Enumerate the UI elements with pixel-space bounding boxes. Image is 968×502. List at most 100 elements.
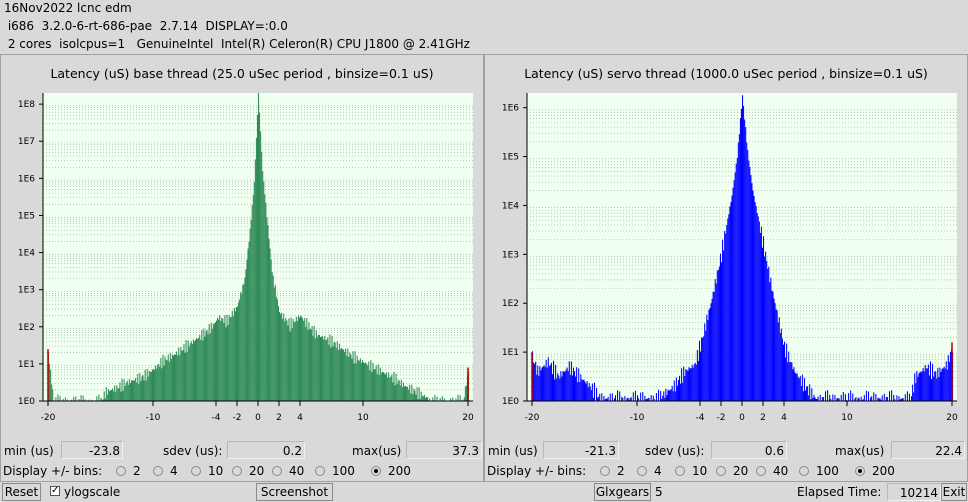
bins-radio-20[interactable]: 20 <box>232 464 264 478</box>
histogram-bar <box>576 367 578 401</box>
histogram-bar <box>684 375 686 401</box>
histogram-bar <box>220 320 222 401</box>
radio-dot[interactable] <box>371 466 381 476</box>
radio-dot[interactable] <box>855 466 865 476</box>
histogram-bar <box>405 386 407 401</box>
histogram-bar <box>880 399 882 401</box>
bins-radio-4[interactable]: 4 <box>153 464 178 478</box>
histogram-bar <box>389 377 391 401</box>
histogram-bar <box>360 362 362 401</box>
histogram-bar <box>181 350 183 401</box>
bins-label: Display +/- bins: <box>3 464 103 478</box>
histogram-bar <box>776 310 778 401</box>
radio-dot[interactable] <box>272 466 282 476</box>
histogram-bar <box>241 294 243 401</box>
histogram-bar <box>875 394 877 401</box>
histogram-bar <box>681 368 683 401</box>
exit-button[interactable]: Exit <box>941 483 967 501</box>
histogram-bar <box>197 338 199 401</box>
radio-dot[interactable] <box>232 466 242 476</box>
histogram-bar <box>893 394 895 401</box>
x-tick-label: 20 <box>462 413 474 423</box>
histogram-bar <box>286 320 288 401</box>
histogram-bar <box>622 397 624 401</box>
histogram-bar <box>703 336 705 401</box>
radio-dot[interactable] <box>675 466 685 476</box>
bins-radio-2[interactable]: 2 <box>116 464 141 478</box>
histogram-bar <box>422 396 424 401</box>
histogram-bar <box>162 354 164 401</box>
bins-radio-200[interactable]: 200 <box>371 464 411 478</box>
bins-radio-100[interactable]: 100 <box>799 464 839 478</box>
histogram-bar <box>258 93 260 401</box>
radio-dot[interactable] <box>637 466 647 476</box>
y-tick-label: 1E4 <box>18 249 35 259</box>
histogram-bar <box>200 339 202 401</box>
reset-button[interactable]: Reset <box>2 483 41 501</box>
glxgears-button[interactable]: Glxgears <box>594 483 651 501</box>
histogram-bar <box>647 398 649 401</box>
histogram-bar <box>253 181 255 401</box>
radio-dot[interactable] <box>756 466 766 476</box>
radio-dot[interactable] <box>315 466 325 476</box>
radio-dot[interactable] <box>799 466 809 476</box>
histogram-bar <box>170 358 172 401</box>
histogram-bar <box>189 343 191 401</box>
bins-radio-200[interactable]: 200 <box>855 464 895 478</box>
cpu-info-line: 2 cores isolcpus=1 GenuineIntel Intel(R)… <box>4 37 470 51</box>
histogram-bar <box>812 398 814 401</box>
histogram-bar <box>638 398 640 401</box>
histogram-bar <box>645 399 647 401</box>
histogram-bar <box>660 391 662 401</box>
histogram-bar <box>611 393 613 401</box>
histogram-bar <box>613 398 615 401</box>
histogram-bar <box>830 398 832 401</box>
histogram-bar <box>120 391 122 401</box>
ylogscale-checkbox[interactable]: ✓ <box>50 485 60 496</box>
radio-dot[interactable] <box>600 466 610 476</box>
radio-dot[interactable] <box>153 466 163 476</box>
x-tick-label: 10 <box>841 413 853 423</box>
histogram-bar <box>186 351 188 401</box>
radio-dot[interactable] <box>716 466 726 476</box>
histogram-bar <box>727 218 729 401</box>
histogram-bar <box>745 127 747 401</box>
histogram-bar <box>410 393 412 401</box>
histogram-bar <box>313 325 315 401</box>
bins-radio-100[interactable]: 100 <box>315 464 355 478</box>
histogram-bar <box>624 396 626 401</box>
histogram-bar <box>717 269 719 401</box>
screenshot-button[interactable]: Screenshot <box>256 483 333 501</box>
histogram-bar <box>753 195 755 401</box>
bins-radio-10[interactable]: 10 <box>191 464 223 478</box>
histogram-bar <box>104 398 106 401</box>
histogram-bar <box>452 397 454 401</box>
histogram-bar <box>115 391 117 401</box>
histogram-bar <box>648 397 650 401</box>
histogram-bar <box>754 202 756 401</box>
histogram-bar <box>885 396 887 401</box>
histogram-bar <box>357 360 359 401</box>
bins-radio-40[interactable]: 40 <box>272 464 304 478</box>
histogram-bar <box>705 330 707 401</box>
histogram-bar <box>149 371 151 401</box>
radio-dot[interactable] <box>116 466 126 476</box>
histogram-bar <box>455 398 457 401</box>
bins-radio-20[interactable]: 20 <box>716 464 748 478</box>
histogram-bar <box>917 376 919 401</box>
histogram-bar <box>650 395 652 401</box>
histogram-bar <box>860 396 862 401</box>
bins-radio-40[interactable]: 40 <box>756 464 788 478</box>
base-thread-panel: Latency (uS) base thread (25.0 uSec peri… <box>0 54 484 482</box>
histogram-bar <box>850 390 852 401</box>
bins-radio-2[interactable]: 2 <box>600 464 625 478</box>
histogram-bar <box>305 326 307 401</box>
bins-radio-10[interactable]: 10 <box>675 464 707 478</box>
histogram-bar <box>246 259 248 401</box>
radio-label: 40 <box>289 464 305 478</box>
bins-radio-4[interactable]: 4 <box>637 464 662 478</box>
radio-dot[interactable] <box>191 466 201 476</box>
histogram-bar <box>819 394 821 401</box>
histogram-bar <box>144 369 146 401</box>
histogram-bar <box>545 360 547 401</box>
